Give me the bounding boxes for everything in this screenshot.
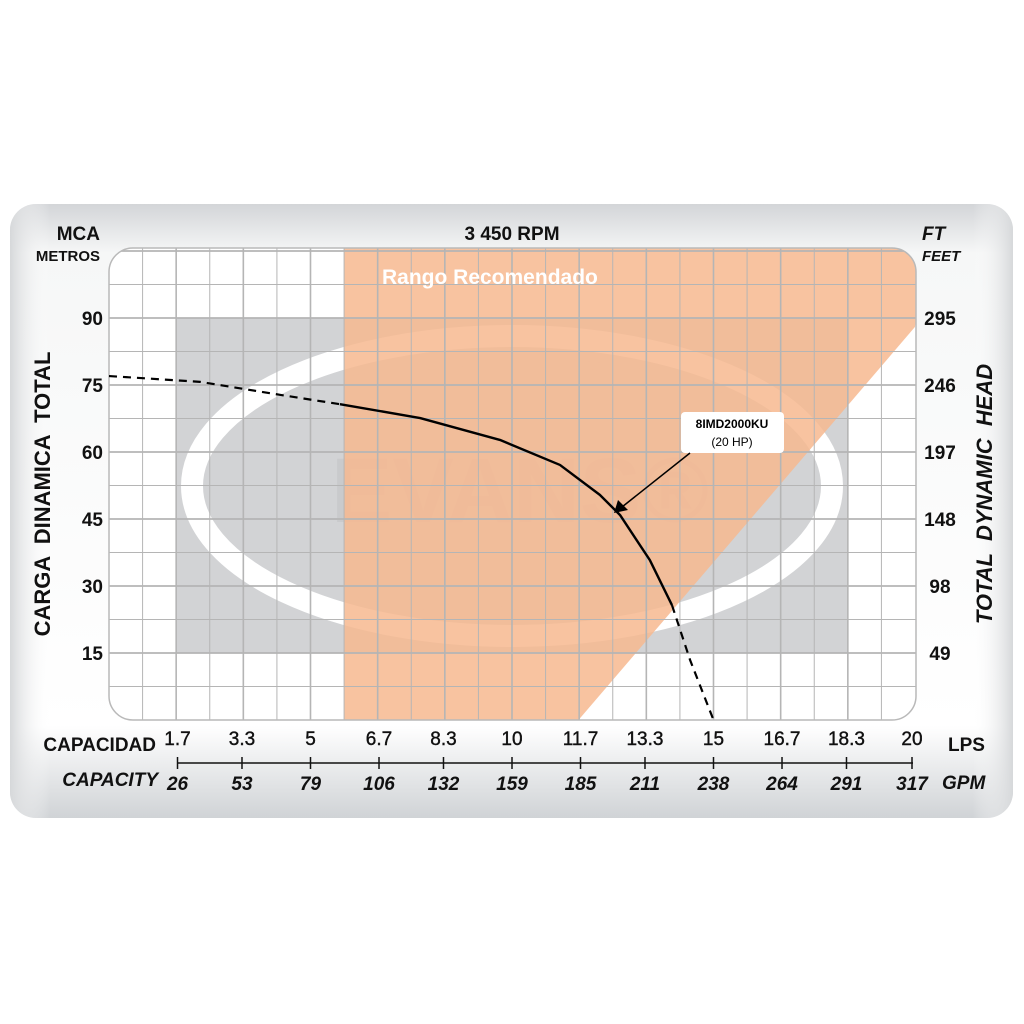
right-axis-tick-label: 98 — [929, 577, 950, 598]
right-axis-tick-label: 197 — [924, 443, 956, 464]
x-axis-gpm-tick-label: 53 — [231, 774, 253, 795]
x-axis-gpm-tick-label: 185 — [565, 774, 597, 795]
left-axis-tick-label: 60 — [82, 443, 103, 464]
annotation-arrow-head — [614, 500, 628, 513]
model-annotation-box — [681, 412, 784, 453]
x-axis-gpm-label: CAPACITY — [62, 770, 160, 791]
left-axis-tick-label: 90 — [82, 309, 103, 330]
x-axis-gpm-tick-label: 26 — [166, 774, 189, 795]
right-axis-tick-label: 295 — [924, 309, 956, 330]
right-axis-tick-label: 246 — [924, 376, 956, 397]
x-axis-lps-tick-label: 10 — [501, 729, 522, 750]
x-axis-lps-tick-label: 15 — [703, 729, 724, 750]
chart-title: 3 450 RPM — [464, 224, 559, 245]
right-axis-label: TOTAL DYNAMIC HEAD — [972, 364, 997, 624]
model-hp-label: (20 HP) — [711, 435, 752, 449]
pump-curve-dashed-start — [108, 374, 341, 406]
pump-curve-solid — [339, 403, 674, 606]
x-axis-gpm-unit: GPM — [942, 773, 986, 794]
x-axis-lps-tick-label: 5 — [305, 729, 316, 750]
x-axis-lps-tick-label: 16.7 — [764, 729, 801, 750]
x-axis-gpm-tick-label: 106 — [363, 774, 395, 795]
model-label: 8IMD2000KU — [696, 417, 769, 431]
x-axis-lps-label: CAPACIDAD — [43, 735, 156, 756]
left-unit-top: MCA — [57, 224, 101, 245]
left-axis-label: CARGA DINAMICA TOTAL — [30, 352, 55, 637]
x-axis-gpm-tick-label: 159 — [496, 774, 528, 795]
x-axis-gpm-tick-label: 264 — [765, 774, 798, 795]
x-axis-lps-tick-label: 8.3 — [430, 729, 456, 750]
left-axis-tick-label: 75 — [82, 376, 104, 397]
x-axis-gpm-tick-label: 79 — [300, 774, 322, 795]
right-unit-bottom: FEET — [922, 248, 962, 265]
x-axis-lps-tick-label: 1.7 — [164, 729, 190, 750]
right-unit-top: FT — [922, 224, 947, 245]
x-axis-gpm-tick-label: 132 — [428, 774, 460, 795]
left-axis-tick-label: 45 — [82, 510, 104, 531]
left-axis-tick-label: 30 — [82, 577, 103, 598]
x-axis-gpm-tick-label: 211 — [629, 774, 660, 795]
x-axis-lps-unit: LPS — [948, 735, 985, 756]
x-axis-lps-tick-label: 20 — [901, 729, 922, 750]
x-axis-gpm-tick-label: 291 — [830, 774, 863, 795]
right-axis-tick-label: 49 — [929, 644, 950, 665]
x-axis-lps-tick-label: 3.3 — [229, 729, 255, 750]
x-axis-gpm-tick-label: 238 — [697, 774, 730, 795]
left-unit-bottom: METROS — [36, 248, 100, 265]
x-axis-lps-tick-label: 18.3 — [828, 729, 865, 750]
left-axis-tick-label: 15 — [82, 644, 104, 665]
annotation-arrow-line — [621, 452, 691, 508]
recommended-range-label: Rango Recomendado — [382, 266, 598, 289]
x-axis-lps-tick-label: 13.3 — [626, 729, 663, 750]
right-axis-tick-label: 148 — [924, 510, 956, 531]
x-axis-gpm-tick-label: 317 — [896, 774, 929, 795]
pump-curve-dashed-end — [670, 604, 715, 721]
x-axis-lps-tick-label: 11.7 — [563, 729, 599, 750]
x-axis-lps-tick-label: 6.7 — [366, 729, 392, 750]
